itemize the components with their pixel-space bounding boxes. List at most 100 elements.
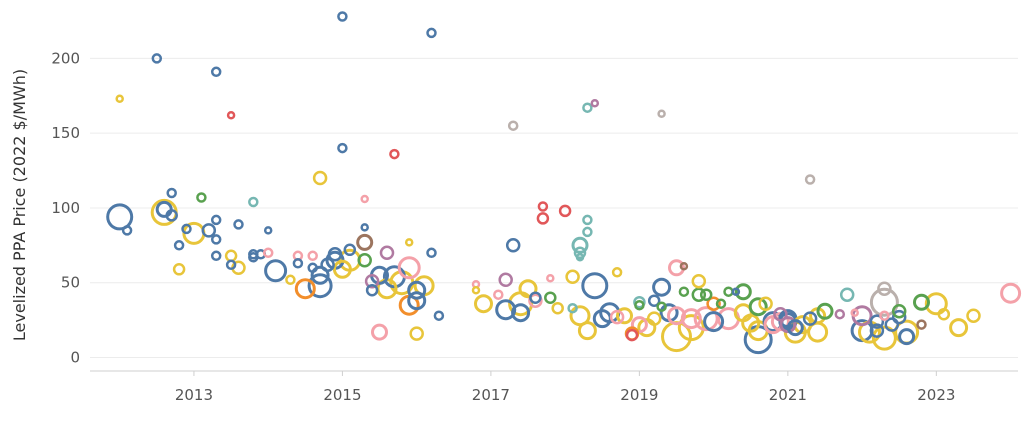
gridlines <box>90 57 1018 359</box>
data-point-91 <box>571 236 589 254</box>
data-point-69 <box>433 310 445 321</box>
data-point-3 <box>151 53 163 64</box>
data-point-34 <box>307 250 318 262</box>
data-point-83 <box>537 201 549 212</box>
data-point-120 <box>668 259 685 277</box>
data-point-103 <box>611 267 623 278</box>
data-point-110 <box>630 316 648 334</box>
x-tick-label-2013: 2013 <box>175 386 213 404</box>
data-point-41 <box>327 247 343 262</box>
data-point-67 <box>426 27 437 39</box>
data-point-65 <box>407 280 427 300</box>
data-point-55 <box>379 245 395 261</box>
data-point-77 <box>505 238 521 253</box>
y-tick-label-50: 50 <box>61 274 80 292</box>
data-point-130 <box>703 311 725 333</box>
data-point-57 <box>389 148 400 160</box>
x-tick-label-2023: 2023 <box>917 386 955 404</box>
data-point-125 <box>691 287 707 302</box>
data-point-36 <box>312 170 328 186</box>
data-point-171 <box>891 303 907 319</box>
data-point-29 <box>264 259 288 283</box>
data-point-18 <box>226 110 236 120</box>
data-point-12 <box>196 192 207 203</box>
data-point-176 <box>924 292 948 316</box>
data-point-44 <box>332 259 352 279</box>
data-point-13 <box>201 223 217 238</box>
data-point-107 <box>625 328 639 342</box>
data-point-87 <box>551 301 564 315</box>
data-point-85 <box>544 291 557 304</box>
data-point-21 <box>233 219 244 230</box>
data-point-105 <box>616 307 633 325</box>
data-point-108 <box>634 299 645 311</box>
data-point-10 <box>181 223 192 235</box>
data-point-19 <box>224 249 238 263</box>
data-point-114 <box>652 277 672 297</box>
data-point-157 <box>834 308 846 320</box>
data-point-64 <box>407 291 427 311</box>
data-point-168 <box>871 325 897 351</box>
data-point-35 <box>307 262 318 274</box>
data-point-165 <box>869 287 899 317</box>
x-tick-label-2015: 2015 <box>323 386 361 404</box>
data-point-134 <box>731 287 741 296</box>
data-point-2 <box>115 94 124 103</box>
data-point-14 <box>210 66 222 78</box>
data-points <box>106 11 1022 355</box>
data-point-149 <box>786 319 804 337</box>
data-point-50 <box>357 253 372 268</box>
data-point-164 <box>869 323 885 338</box>
y-tick-label-150: 150 <box>51 124 80 142</box>
data-point-96 <box>582 214 593 226</box>
data-point-27 <box>263 226 273 235</box>
data-point-97 <box>582 226 593 238</box>
data-point-170 <box>891 309 907 325</box>
data-point-32 <box>292 258 304 269</box>
data-point-17 <box>210 250 222 262</box>
data-point-68 <box>426 247 437 259</box>
data-point-152 <box>804 174 816 185</box>
data-point-169 <box>884 317 900 332</box>
data-point-179 <box>966 308 981 323</box>
data-point-16 <box>210 234 222 245</box>
data-point-89 <box>565 269 580 285</box>
data-point-118 <box>667 306 686 326</box>
data-point-141 <box>758 296 773 311</box>
data-point-113 <box>646 311 662 326</box>
data-point-123 <box>677 314 705 342</box>
data-point-60 <box>404 238 414 247</box>
data-point-131 <box>715 298 727 309</box>
data-point-0 <box>106 203 134 231</box>
x-tick-label-2021: 2021 <box>769 386 807 404</box>
data-point-159 <box>850 308 859 317</box>
data-point-180 <box>1000 282 1022 304</box>
data-point-153 <box>802 311 818 326</box>
data-point-122 <box>678 286 690 297</box>
data-point-156 <box>816 302 834 320</box>
data-point-6 <box>165 209 178 222</box>
data-point-71 <box>471 285 481 295</box>
data-point-137 <box>741 313 761 333</box>
data-point-174 <box>913 293 930 311</box>
data-point-39 <box>320 257 335 273</box>
data-point-121 <box>679 262 689 271</box>
data-point-51 <box>364 273 380 289</box>
data-point-145 <box>773 306 788 322</box>
data-point-98 <box>577 321 597 341</box>
data-point-166 <box>877 281 892 296</box>
data-point-92 <box>573 246 587 260</box>
data-point-49 <box>356 233 374 251</box>
data-point-100 <box>581 272 609 300</box>
data-point-109 <box>633 295 646 309</box>
data-point-93 <box>575 253 585 262</box>
data-point-63 <box>409 326 424 341</box>
data-point-20 <box>225 259 237 271</box>
data-point-81 <box>528 293 543 308</box>
data-point-9 <box>172 263 186 276</box>
data-point-79 <box>511 303 531 323</box>
data-point-90 <box>567 302 578 314</box>
data-point-104 <box>609 309 625 325</box>
data-point-111 <box>637 318 657 338</box>
